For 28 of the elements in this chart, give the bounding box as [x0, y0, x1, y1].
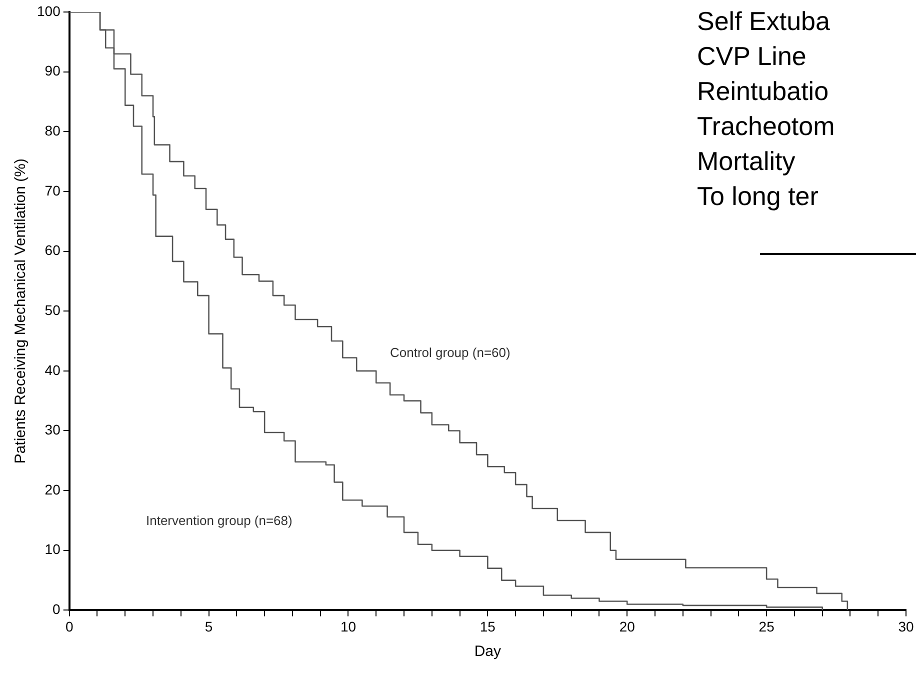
x-tick-label: 30: [898, 618, 914, 634]
x-tick-label: 5: [204, 618, 213, 634]
y-tick-label: 30: [44, 422, 61, 438]
x-tick-label: 20: [619, 618, 636, 634]
x-axis-title: Day: [474, 643, 502, 660]
y-tick-label: 70: [44, 182, 61, 198]
x-tick-label: 25: [758, 618, 775, 634]
annotation: Mortality: [697, 145, 796, 178]
y-tick-label: 10: [44, 541, 61, 558]
y-tick-label: 90: [44, 62, 61, 79]
annotation: Self Extuba: [697, 5, 831, 38]
x-tick-label: 15: [480, 618, 496, 634]
annotation: Reintubatio: [697, 75, 830, 108]
annotation: Control group (n=60): [390, 345, 510, 360]
x-tick-label: 10: [340, 618, 356, 634]
y-tick-label: 40: [44, 362, 61, 378]
y-tick-label: 80: [44, 122, 61, 138]
y-tick-label: 50: [44, 302, 61, 318]
annotation: Intervention group (n=68): [146, 513, 292, 528]
annotation: To long ter: [697, 180, 820, 213]
annotation: CVP Line: [697, 40, 808, 73]
y-tick-label: 0: [52, 601, 61, 618]
annotation: Tracheotom: [697, 110, 835, 143]
y-tick-label: 100: [37, 2, 61, 19]
x-tick-label: 0: [65, 618, 74, 634]
y-tick-label: 60: [44, 242, 61, 258]
y-tick-label: 20: [44, 481, 61, 498]
y-axis-title: Patients Receiving Mechanical Ventilation (%): [12, 158, 30, 464]
